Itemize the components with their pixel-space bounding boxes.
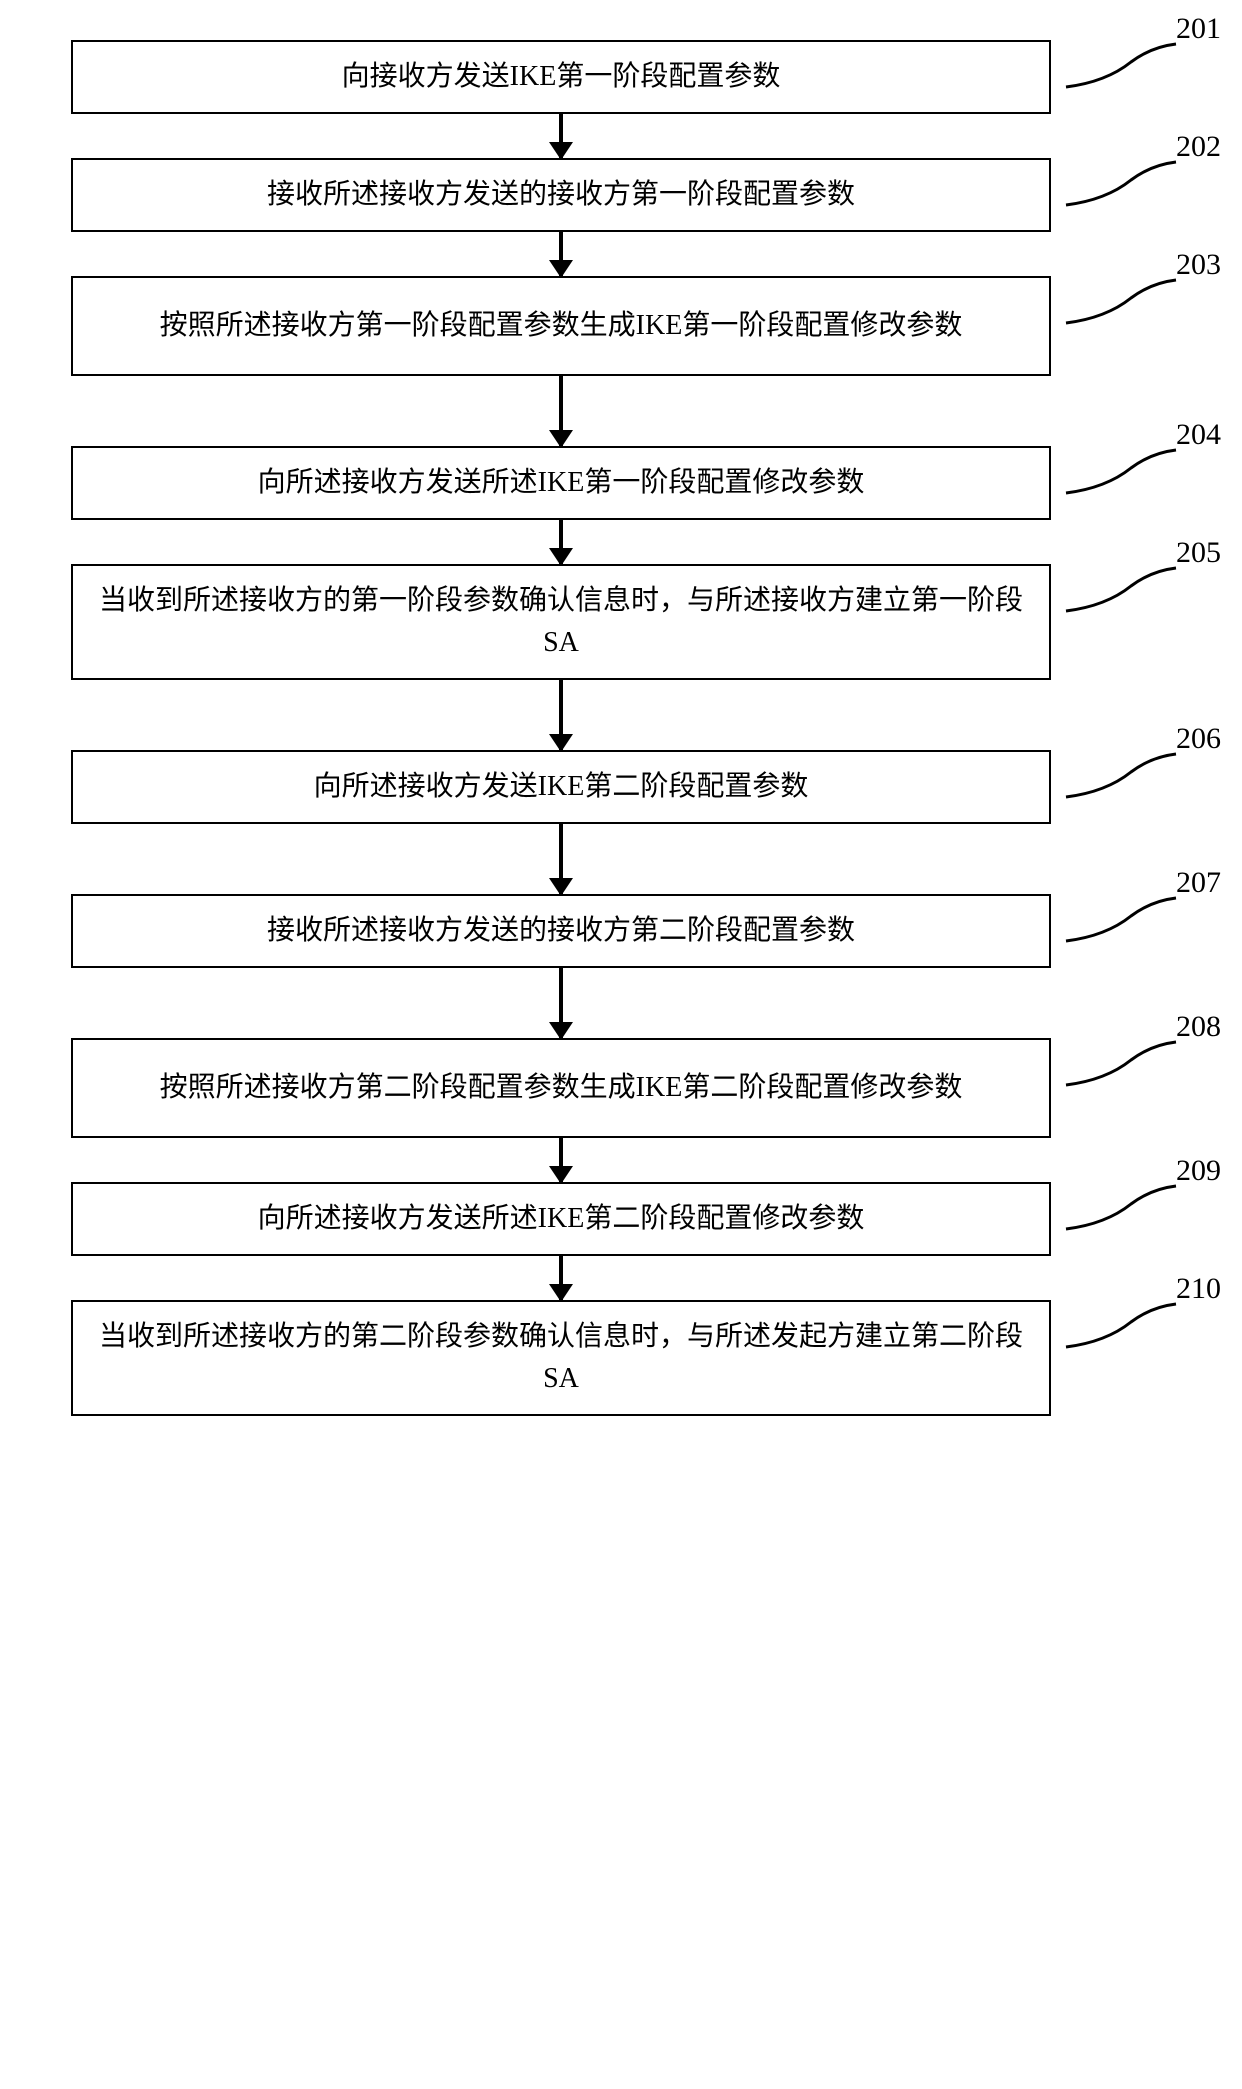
step-label: 210 — [1176, 1272, 1221, 1306]
callout-curve — [1061, 1040, 1181, 1090]
callout-curve — [1061, 160, 1181, 210]
step-label-callout: 203 — [1061, 268, 1221, 328]
flow-step-207: 接收所述接收方发送的接收方第二阶段配置参数 207 — [31, 894, 1211, 968]
flow-step-203: 按照所述接收方第一阶段配置参数生成IKE第一阶段配置修改参数 203 — [31, 276, 1211, 376]
flow-step-209: 向所述接收方发送所述IKE第二阶段配置修改参数 209 — [31, 1182, 1211, 1256]
step-label: 203 — [1176, 248, 1221, 282]
callout-curve — [1061, 1184, 1181, 1234]
arrow-down-icon — [559, 824, 563, 894]
step-label-callout: 205 — [1061, 556, 1221, 616]
step-label-callout: 210 — [1061, 1292, 1221, 1352]
step-label-callout: 209 — [1061, 1174, 1221, 1234]
step-box: 向接收方发送IKE第一阶段配置参数 — [71, 40, 1051, 114]
step-label: 202 — [1176, 130, 1221, 164]
step-label-callout: 204 — [1061, 438, 1221, 498]
flow-arrow — [71, 376, 1051, 446]
step-label-callout: 201 — [1061, 32, 1221, 92]
arrow-down-icon — [559, 520, 563, 564]
arrow-down-icon — [559, 232, 563, 276]
step-box: 接收所述接收方发送的接收方第一阶段配置参数 — [71, 158, 1051, 232]
step-text: 接收所述接收方发送的接收方第二阶段配置参数 — [267, 910, 855, 952]
flowchart-container: 向接收方发送IKE第一阶段配置参数 201 接收所述接收方发送的接收方第一阶段配置… — [31, 40, 1211, 1416]
arrow-down-icon — [559, 968, 563, 1038]
step-box: 向所述接收方发送IKE第二阶段配置参数 — [71, 750, 1051, 824]
flow-step-206: 向所述接收方发送IKE第二阶段配置参数 206 — [31, 750, 1211, 824]
flow-step-202: 接收所述接收方发送的接收方第一阶段配置参数 202 — [31, 158, 1211, 232]
step-text: 向所述接收方发送IKE第二阶段配置参数 — [314, 766, 809, 808]
step-text: 向接收方发送IKE第一阶段配置参数 — [342, 56, 781, 98]
step-label: 207 — [1176, 866, 1221, 900]
callout-curve — [1061, 1302, 1181, 1352]
step-label: 201 — [1176, 12, 1221, 46]
flow-step-204: 向所述接收方发送所述IKE第一阶段配置修改参数 204 — [31, 446, 1211, 520]
arrow-down-icon — [559, 1138, 563, 1182]
step-box: 当收到所述接收方的第二阶段参数确认信息时，与所述发起方建立第二阶段SA — [71, 1300, 1051, 1416]
step-label-callout: 208 — [1061, 1030, 1221, 1090]
step-box: 接收所述接收方发送的接收方第二阶段配置参数 — [71, 894, 1051, 968]
step-label-callout: 202 — [1061, 150, 1221, 210]
step-label: 204 — [1176, 418, 1221, 452]
callout-curve — [1061, 896, 1181, 946]
step-label: 206 — [1176, 722, 1221, 756]
step-label: 209 — [1176, 1154, 1221, 1188]
flow-arrow — [71, 824, 1051, 894]
arrow-down-icon — [559, 1256, 563, 1300]
step-box: 向所述接收方发送所述IKE第一阶段配置修改参数 — [71, 446, 1051, 520]
flow-arrow — [71, 680, 1051, 750]
arrow-down-icon — [559, 680, 563, 750]
flow-arrow — [71, 114, 1051, 158]
step-text: 按照所述接收方第二阶段配置参数生成IKE第二阶段配置修改参数 — [160, 1067, 963, 1109]
step-box: 向所述接收方发送所述IKE第二阶段配置修改参数 — [71, 1182, 1051, 1256]
step-label-callout: 206 — [1061, 742, 1221, 802]
flow-step-210: 当收到所述接收方的第二阶段参数确认信息时，与所述发起方建立第二阶段SA 210 — [31, 1300, 1211, 1416]
callout-curve — [1061, 42, 1181, 92]
flow-arrow — [71, 1138, 1051, 1182]
flow-step-205: 当收到所述接收方的第一阶段参数确认信息时，与所述接收方建立第一阶段SA 205 — [31, 564, 1211, 680]
step-text: 当收到所述接收方的第一阶段参数确认信息时，与所述接收方建立第一阶段SA — [93, 580, 1029, 664]
step-text: 向所述接收方发送所述IKE第二阶段配置修改参数 — [258, 1198, 865, 1240]
flow-arrow — [71, 232, 1051, 276]
step-box: 按照所述接收方第二阶段配置参数生成IKE第二阶段配置修改参数 — [71, 1038, 1051, 1138]
step-label: 205 — [1176, 536, 1221, 570]
step-text: 向所述接收方发送所述IKE第一阶段配置修改参数 — [258, 462, 865, 504]
flow-arrow — [71, 1256, 1051, 1300]
step-text: 接收所述接收方发送的接收方第一阶段配置参数 — [267, 174, 855, 216]
callout-curve — [1061, 566, 1181, 616]
step-box: 当收到所述接收方的第一阶段参数确认信息时，与所述接收方建立第一阶段SA — [71, 564, 1051, 680]
flow-arrow — [71, 968, 1051, 1038]
step-text: 当收到所述接收方的第二阶段参数确认信息时，与所述发起方建立第二阶段SA — [93, 1316, 1029, 1400]
callout-curve — [1061, 448, 1181, 498]
callout-curve — [1061, 752, 1181, 802]
step-label-callout: 207 — [1061, 886, 1221, 946]
flow-step-201: 向接收方发送IKE第一阶段配置参数 201 — [31, 40, 1211, 114]
arrow-down-icon — [559, 376, 563, 446]
flow-step-208: 按照所述接收方第二阶段配置参数生成IKE第二阶段配置修改参数 208 — [31, 1038, 1211, 1138]
step-label: 208 — [1176, 1010, 1221, 1044]
arrow-down-icon — [559, 114, 563, 158]
step-text: 按照所述接收方第一阶段配置参数生成IKE第一阶段配置修改参数 — [160, 305, 963, 347]
callout-curve — [1061, 278, 1181, 328]
flow-arrow — [71, 520, 1051, 564]
step-box: 按照所述接收方第一阶段配置参数生成IKE第一阶段配置修改参数 — [71, 276, 1051, 376]
